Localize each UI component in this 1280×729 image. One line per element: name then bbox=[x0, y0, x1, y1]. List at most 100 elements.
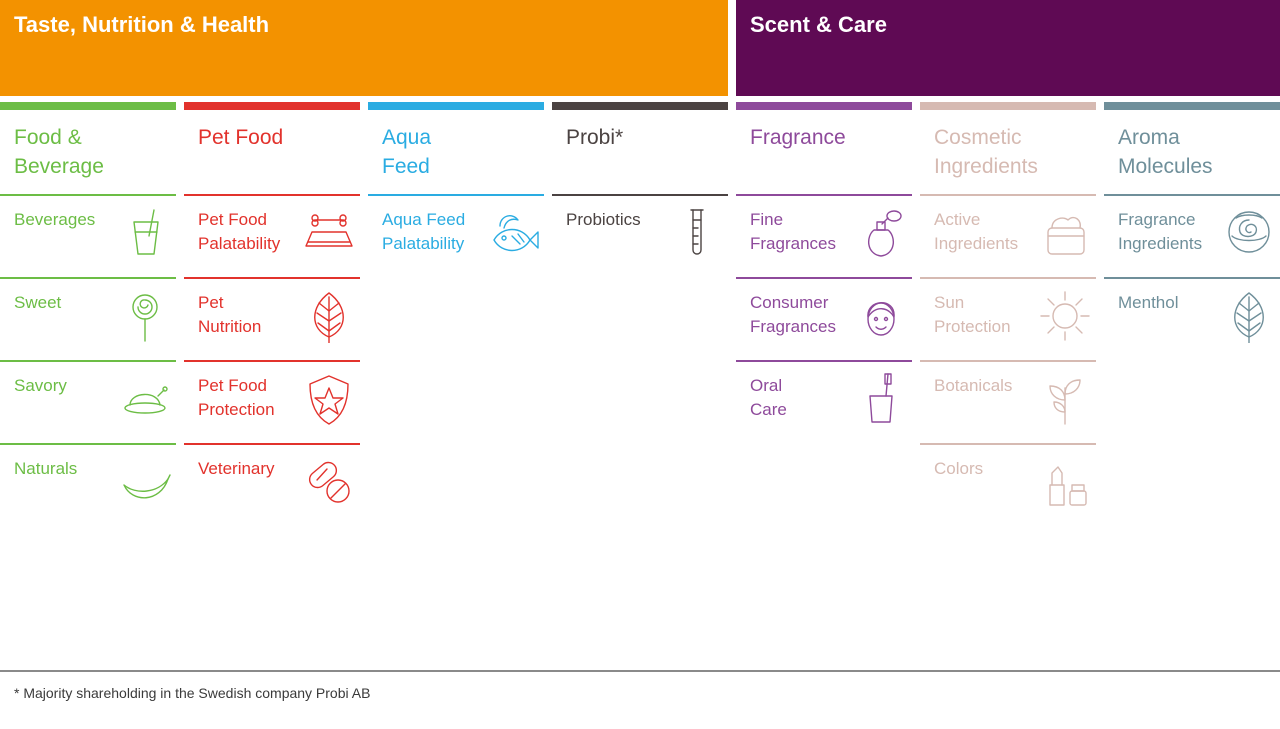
face-icon bbox=[854, 289, 908, 343]
roast-chicken-icon bbox=[118, 372, 172, 426]
list-item: Fine Fragrances bbox=[736, 196, 912, 277]
row-divider bbox=[920, 360, 1096, 362]
item-label: Beverages bbox=[14, 210, 96, 229]
shield-star-icon bbox=[302, 372, 356, 426]
segment-column: Aroma Molecules Fragrance Ingredients Ment… bbox=[1104, 102, 1280, 360]
row-divider bbox=[736, 277, 912, 279]
fish-icon bbox=[486, 206, 540, 260]
row-divider bbox=[552, 194, 728, 196]
item-label: Menthol bbox=[1118, 293, 1179, 312]
segment-column: Cosmetic Ingredients Active Ingredients Su… bbox=[920, 102, 1096, 526]
list-item: Botanicals bbox=[920, 362, 1096, 443]
bone-bowl-icon bbox=[302, 206, 356, 260]
cream-jar-icon bbox=[1038, 206, 1092, 260]
segment-column: Pet Food Pet Food Palatability Pet Nutriti… bbox=[184, 102, 360, 526]
item-label: Fine Fragrances bbox=[750, 210, 836, 253]
item-label: Pet Food Protection bbox=[198, 376, 275, 419]
column-color-bar bbox=[184, 102, 360, 110]
list-item: Beverages bbox=[0, 196, 176, 277]
list-item: Veterinary bbox=[184, 445, 360, 526]
list-item: Menthol bbox=[1104, 279, 1280, 360]
sun-icon bbox=[1038, 289, 1092, 343]
list-item: Naturals bbox=[0, 445, 176, 526]
item-label: Colors bbox=[934, 459, 984, 478]
scent-care-banner: Scent & Care bbox=[736, 0, 1280, 96]
lipstick-icon bbox=[1038, 455, 1092, 509]
item-label: Sweet bbox=[14, 293, 62, 312]
list-item: Fragrance Ingredients bbox=[1104, 196, 1280, 277]
column-title: Aroma Molecules bbox=[1118, 126, 1213, 178]
row-divider bbox=[736, 194, 912, 196]
list-item: Sun Protection bbox=[920, 279, 1096, 360]
sprout-icon bbox=[1038, 372, 1092, 426]
item-label: Savory bbox=[14, 376, 67, 395]
leaf-icon bbox=[1222, 289, 1276, 343]
row-divider bbox=[920, 194, 1096, 196]
segment-column: Fragrance Fine Fragrances Consumer Fragran… bbox=[736, 102, 912, 443]
list-item: Pet Food Palatability bbox=[184, 196, 360, 277]
item-label: Sun Protection bbox=[934, 293, 1011, 336]
row-divider bbox=[184, 194, 360, 196]
list-item: Pet Nutrition bbox=[184, 279, 360, 360]
leaf-icon bbox=[302, 289, 356, 343]
row-divider bbox=[368, 194, 544, 196]
lollipop-icon bbox=[118, 289, 172, 343]
item-label: Oral Care bbox=[750, 376, 787, 419]
item-label: Probiotics bbox=[566, 210, 641, 229]
item-label: Botanicals bbox=[934, 376, 1013, 395]
segment-column: Probi* Probiotics bbox=[552, 102, 728, 277]
taste-nutrition-health-banner: Taste, Nutrition & Health bbox=[0, 0, 728, 96]
item-label: Veterinary bbox=[198, 459, 275, 478]
item-label: Pet Food Palatability bbox=[198, 210, 281, 253]
list-item: Aqua Feed Palatability bbox=[368, 196, 544, 277]
perfume-bottle-icon bbox=[854, 206, 908, 260]
item-label: Consumer Fragrances bbox=[750, 293, 836, 336]
segment-column: Aqua Feed Aqua Feed Palatability bbox=[368, 102, 544, 277]
column-title: Fragrance bbox=[750, 126, 846, 149]
row-divider bbox=[1104, 194, 1280, 196]
list-item: Probiotics bbox=[552, 196, 728, 277]
list-item: Pet Food Protection bbox=[184, 362, 360, 443]
taste-nutrition-health-title: Taste, Nutrition & Health bbox=[14, 12, 270, 37]
pills-icon bbox=[302, 455, 356, 509]
rose-icon bbox=[1222, 206, 1276, 260]
row-divider bbox=[736, 360, 912, 362]
row-divider bbox=[0, 194, 176, 196]
row-divider bbox=[920, 443, 1096, 445]
footnote: * Majority shareholding in the Swedish c… bbox=[14, 685, 371, 701]
column-color-bar bbox=[552, 102, 728, 110]
segment-column: Food & Beverage Beverages Sweet Savory Natur… bbox=[0, 102, 176, 526]
banana-icon bbox=[118, 455, 172, 509]
column-title: Cosmetic Ingredients bbox=[934, 126, 1038, 178]
row-divider bbox=[0, 443, 176, 445]
row-divider bbox=[184, 277, 360, 279]
list-item: Active Ingredients bbox=[920, 196, 1096, 277]
row-divider bbox=[1104, 277, 1280, 279]
item-label: Naturals bbox=[14, 459, 78, 478]
test-tube-icon bbox=[670, 206, 724, 260]
item-label: Pet Nutrition bbox=[198, 293, 262, 336]
list-item: Consumer Fragrances bbox=[736, 279, 912, 360]
item-label: Aqua Feed Palatability bbox=[382, 210, 466, 253]
row-divider bbox=[920, 277, 1096, 279]
column-color-bar bbox=[920, 102, 1096, 110]
column-title: Pet Food bbox=[198, 126, 284, 149]
glass-straw-icon bbox=[118, 206, 172, 260]
toothbrush-cup-icon bbox=[854, 372, 908, 426]
row-divider bbox=[184, 443, 360, 445]
scent-care-title: Scent & Care bbox=[750, 12, 887, 37]
item-label: Fragrance Ingredients bbox=[1118, 210, 1203, 253]
list-item: Savory bbox=[0, 362, 176, 443]
column-color-bar bbox=[1104, 102, 1280, 110]
row-divider bbox=[0, 360, 176, 362]
row-divider bbox=[0, 277, 176, 279]
column-title: Aqua Feed bbox=[382, 126, 432, 178]
column-title: Probi* bbox=[566, 126, 624, 149]
column-color-bar bbox=[736, 102, 912, 110]
item-label: Active Ingredients bbox=[934, 210, 1019, 253]
footer-divider bbox=[0, 670, 1280, 672]
column-color-bar bbox=[368, 102, 544, 110]
column-title: Food & Beverage bbox=[14, 126, 104, 178]
row-divider bbox=[184, 360, 360, 362]
list-item: Oral Care bbox=[736, 362, 912, 443]
